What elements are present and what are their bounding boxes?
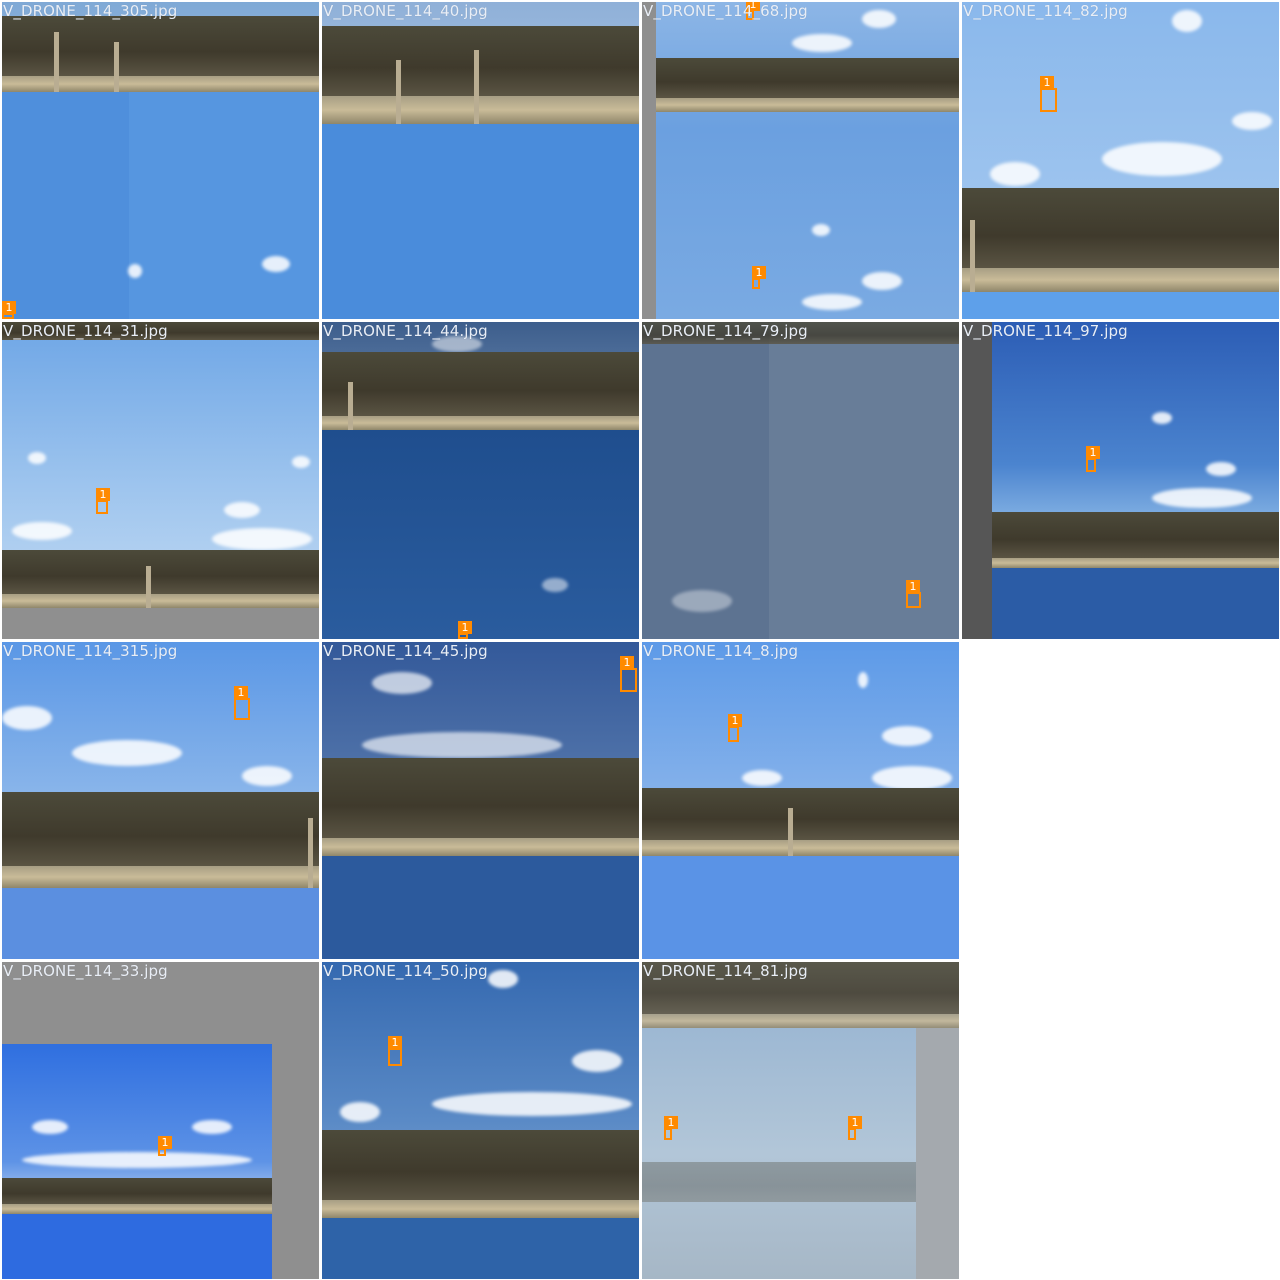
- image-filename: V_DRONE_114_97.jpg: [963, 322, 1128, 340]
- class-label: 1: [620, 656, 634, 669]
- class-label: 1: [388, 1036, 402, 1049]
- detection-box: 1: [664, 1116, 678, 1140]
- class-label: 1: [906, 580, 920, 593]
- image-tile: 1 V_DRONE_114_305.jpg: [2, 2, 319, 319]
- image-filename: V_DRONE_114_81.jpg: [643, 962, 808, 980]
- image-filename: V_DRONE_114_315.jpg: [3, 642, 178, 660]
- image-filename: V_DRONE_114_50.jpg: [323, 962, 488, 980]
- detection-box: 1: [1086, 446, 1100, 472]
- detection-box: 1: [906, 580, 921, 608]
- empty-tile: [962, 962, 1280, 1280]
- class-label: 1: [728, 714, 742, 727]
- detection-box: 1: [158, 1136, 172, 1156]
- detection-box: 1: [752, 266, 766, 289]
- detection-box: 1: [234, 686, 250, 720]
- image-tile: 1 V_DRONE_114_82.jpg: [962, 2, 1279, 319]
- image-tile: V_DRONE_114_40.jpg: [322, 2, 639, 319]
- image-tile: 1 V_DRONE_114_97.jpg: [962, 322, 1279, 639]
- image-tile: 1 V_DRONE_114_44.jpg: [322, 322, 639, 639]
- class-label: 1: [458, 621, 472, 634]
- detection-box: 1: [620, 656, 637, 692]
- image-tile: 1 V_DRONE_114_33.jpg: [2, 962, 319, 1279]
- class-label: 1: [234, 686, 248, 699]
- image-tile: 1 1 V_DRONE_114_81.jpg: [642, 962, 959, 1279]
- image-tile: 1 V_DRONE_114_31.jpg: [2, 322, 319, 639]
- detection-box: 1: [458, 621, 472, 639]
- image-tile: 1 1 V_DRONE_114_68.jpg: [642, 2, 959, 319]
- detection-box: 1: [746, 2, 760, 20]
- class-label: 1: [664, 1116, 678, 1129]
- empty-tile: [962, 642, 1280, 960]
- class-label: 1: [1040, 76, 1054, 89]
- image-filename: V_DRONE_114_68.jpg: [643, 2, 808, 20]
- image-tile: 1 V_DRONE_114_45.jpg: [322, 642, 639, 959]
- class-label: 1: [158, 1136, 172, 1149]
- detection-box: 1: [1040, 76, 1057, 112]
- class-label: 1: [752, 266, 766, 279]
- image-filename: V_DRONE_114_31.jpg: [3, 322, 168, 340]
- class-label: 1: [746, 2, 760, 11]
- detection-box: 1: [388, 1036, 402, 1066]
- image-filename: V_DRONE_114_33.jpg: [3, 962, 168, 980]
- class-label: 1: [96, 488, 110, 501]
- image-filename: V_DRONE_114_79.jpg: [643, 322, 808, 340]
- image-tile: 1 V_DRONE_114_315.jpg: [2, 642, 319, 959]
- image-filename: V_DRONE_114_8.jpg: [643, 642, 799, 660]
- detection-box: 1: [96, 488, 110, 514]
- class-label: 1: [848, 1116, 862, 1129]
- detection-box: 1: [728, 714, 742, 742]
- image-tile: 1 V_DRONE_114_79.jpg: [642, 322, 959, 639]
- detection-box: 1: [2, 301, 16, 319]
- class-label: 1: [2, 301, 16, 314]
- image-filename: V_DRONE_114_45.jpg: [323, 642, 488, 660]
- class-label: 1: [1086, 446, 1100, 459]
- image-tile: 1 V_DRONE_114_8.jpg: [642, 642, 959, 959]
- image-filename: V_DRONE_114_40.jpg: [323, 2, 488, 20]
- image-tile: 1 V_DRONE_114_50.jpg: [322, 962, 639, 1279]
- image-filename: V_DRONE_114_82.jpg: [963, 2, 1128, 20]
- image-filename: V_DRONE_114_44.jpg: [323, 322, 488, 340]
- detection-box: 1: [848, 1116, 862, 1140]
- image-filename: V_DRONE_114_305.jpg: [3, 2, 178, 20]
